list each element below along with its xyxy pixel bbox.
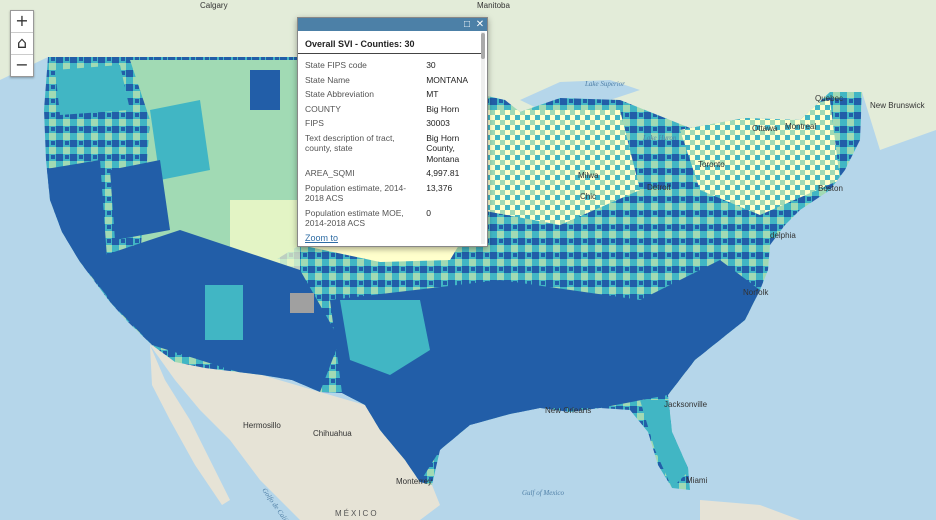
city-label-calgary: Calgary [200,1,228,10]
attribute-value: 4,997.81 [426,168,460,178]
zoom-out-button[interactable]: − [15,55,29,74]
attribute-row: AREA_SQMI 4,997.81 [298,166,480,181]
attribute-value: MT [426,89,439,99]
attribute-value: 30 [426,60,436,70]
water-label-lake-superior: Lake Superior [584,80,625,88]
attribute-name: COUNTY [305,103,341,114]
popup-header: □ ✕ [298,18,487,31]
popup-title: Overall SVI - Counties: 30 [298,31,481,54]
attribute-value: MONTANA [426,74,469,85]
feature-popup: □ ✕ Overall SVI - Counties: 30 State FIP… [297,17,488,247]
svi-lowvuln-northeast [680,100,840,215]
mexico-land [150,345,440,520]
zoom-controls: + ⌂ − [10,10,34,77]
attribute-value: Big Horn County, Montana [426,132,460,164]
attribute-row: Population estimate MOE, 2014-2018 ACS 0 [298,206,480,231]
attribute-row: Text description of tract, county, state… [298,131,480,167]
svi-block-mt-north [250,70,280,110]
close-icon[interactable]: ✕ [475,19,485,30]
popup-scroll-thumb[interactable] [481,33,485,59]
svi-lowvuln-upper-midwest [470,110,640,225]
country-label-mexico: MÉXICO [335,509,379,518]
attribute-name: Population estimate MOE, 2014-2018 ACS [305,207,404,229]
city-label-boston: Boston [818,184,843,193]
city-label-miami: Miami [686,476,708,485]
attribute-name: State Name [305,74,350,85]
popup-scrollbar[interactable] [481,32,485,244]
zoom-to-link[interactable]: Zoom to [305,233,339,243]
region-label-new-brunswick: New Brunswick [870,101,926,110]
attribute-name: FIPS [305,118,324,128]
city-label-quebec: Quebec [815,94,843,103]
attribute-row: State Name MONTANA [298,73,480,88]
attribute-name: Text description of tract, county, state [305,132,395,154]
zoom-in-button[interactable]: + [11,11,33,33]
cuba-land [700,500,800,520]
svi-block-az [205,285,243,340]
svi-mixed-texas [340,300,430,375]
attribute-row: FIPS 30003 [298,116,480,131]
svi-selected-county[interactable] [290,293,314,313]
svi-highvuln-westcoast [44,160,110,300]
city-label-jacksonville: Jacksonville [664,400,708,409]
city-label-chihuahua: Chihuahua [313,429,352,438]
city-label-new-orleans: New Orleans [545,406,591,415]
city-label-chicago: Chic [580,192,596,201]
city-label-toronto: Toronto [698,160,725,169]
city-label-hermosillo: Hermosillo [243,421,281,430]
city-label-philadelphia: delphia [770,231,796,240]
baja-land [150,345,230,505]
svi-block-nevada [110,160,170,240]
attribute-name: State FIPS code [305,60,367,70]
attribute-name: AREA_SQMI [305,168,355,178]
svi-block-idaho [150,100,210,180]
attribute-value: 30003 [426,118,450,128]
city-label-detroit: Detroit [647,183,671,192]
attribute-value: Big Horn [426,103,460,114]
water-label-lake-huron: Lake Huron [642,134,677,142]
city-label-milwaukee: Milwa [578,171,599,180]
home-button[interactable]: ⌂ [11,33,33,55]
city-label-ottawa: Ottawa [752,124,778,133]
attribute-name: State Abbreviation [305,89,374,99]
city-label-montreal: Montreal [785,122,816,131]
svi-highvuln-south [330,260,760,482]
maximize-icon[interactable]: □ [463,19,471,30]
home-icon: ⌂ [16,33,28,52]
attribute-row: State FIPS code 30 [298,58,480,73]
attribute-value: 13,376 [426,182,453,193]
water-label-gulf-of-mexico: Gulf of Mexico [522,489,564,497]
city-label-norfolk: Norfolk [743,288,769,297]
region-label-manitoba: Manitoba [477,1,510,10]
attribute-value: 0 [426,207,431,218]
attribute-row: State Abbreviation MT [298,87,480,102]
city-label-monterrey: Monterrey [396,477,432,486]
attribute-name: Population estimate, 2014-2018 ACS [305,182,407,204]
popup-attributes: State FIPS code 30 State Name MONTANA State … [298,58,480,246]
attribute-row: COUNTY Big Horn [298,102,480,117]
svi-block-washington [55,65,130,115]
attribute-row: Population estimate, 2014-2018 ACS 13,376 [298,181,480,206]
